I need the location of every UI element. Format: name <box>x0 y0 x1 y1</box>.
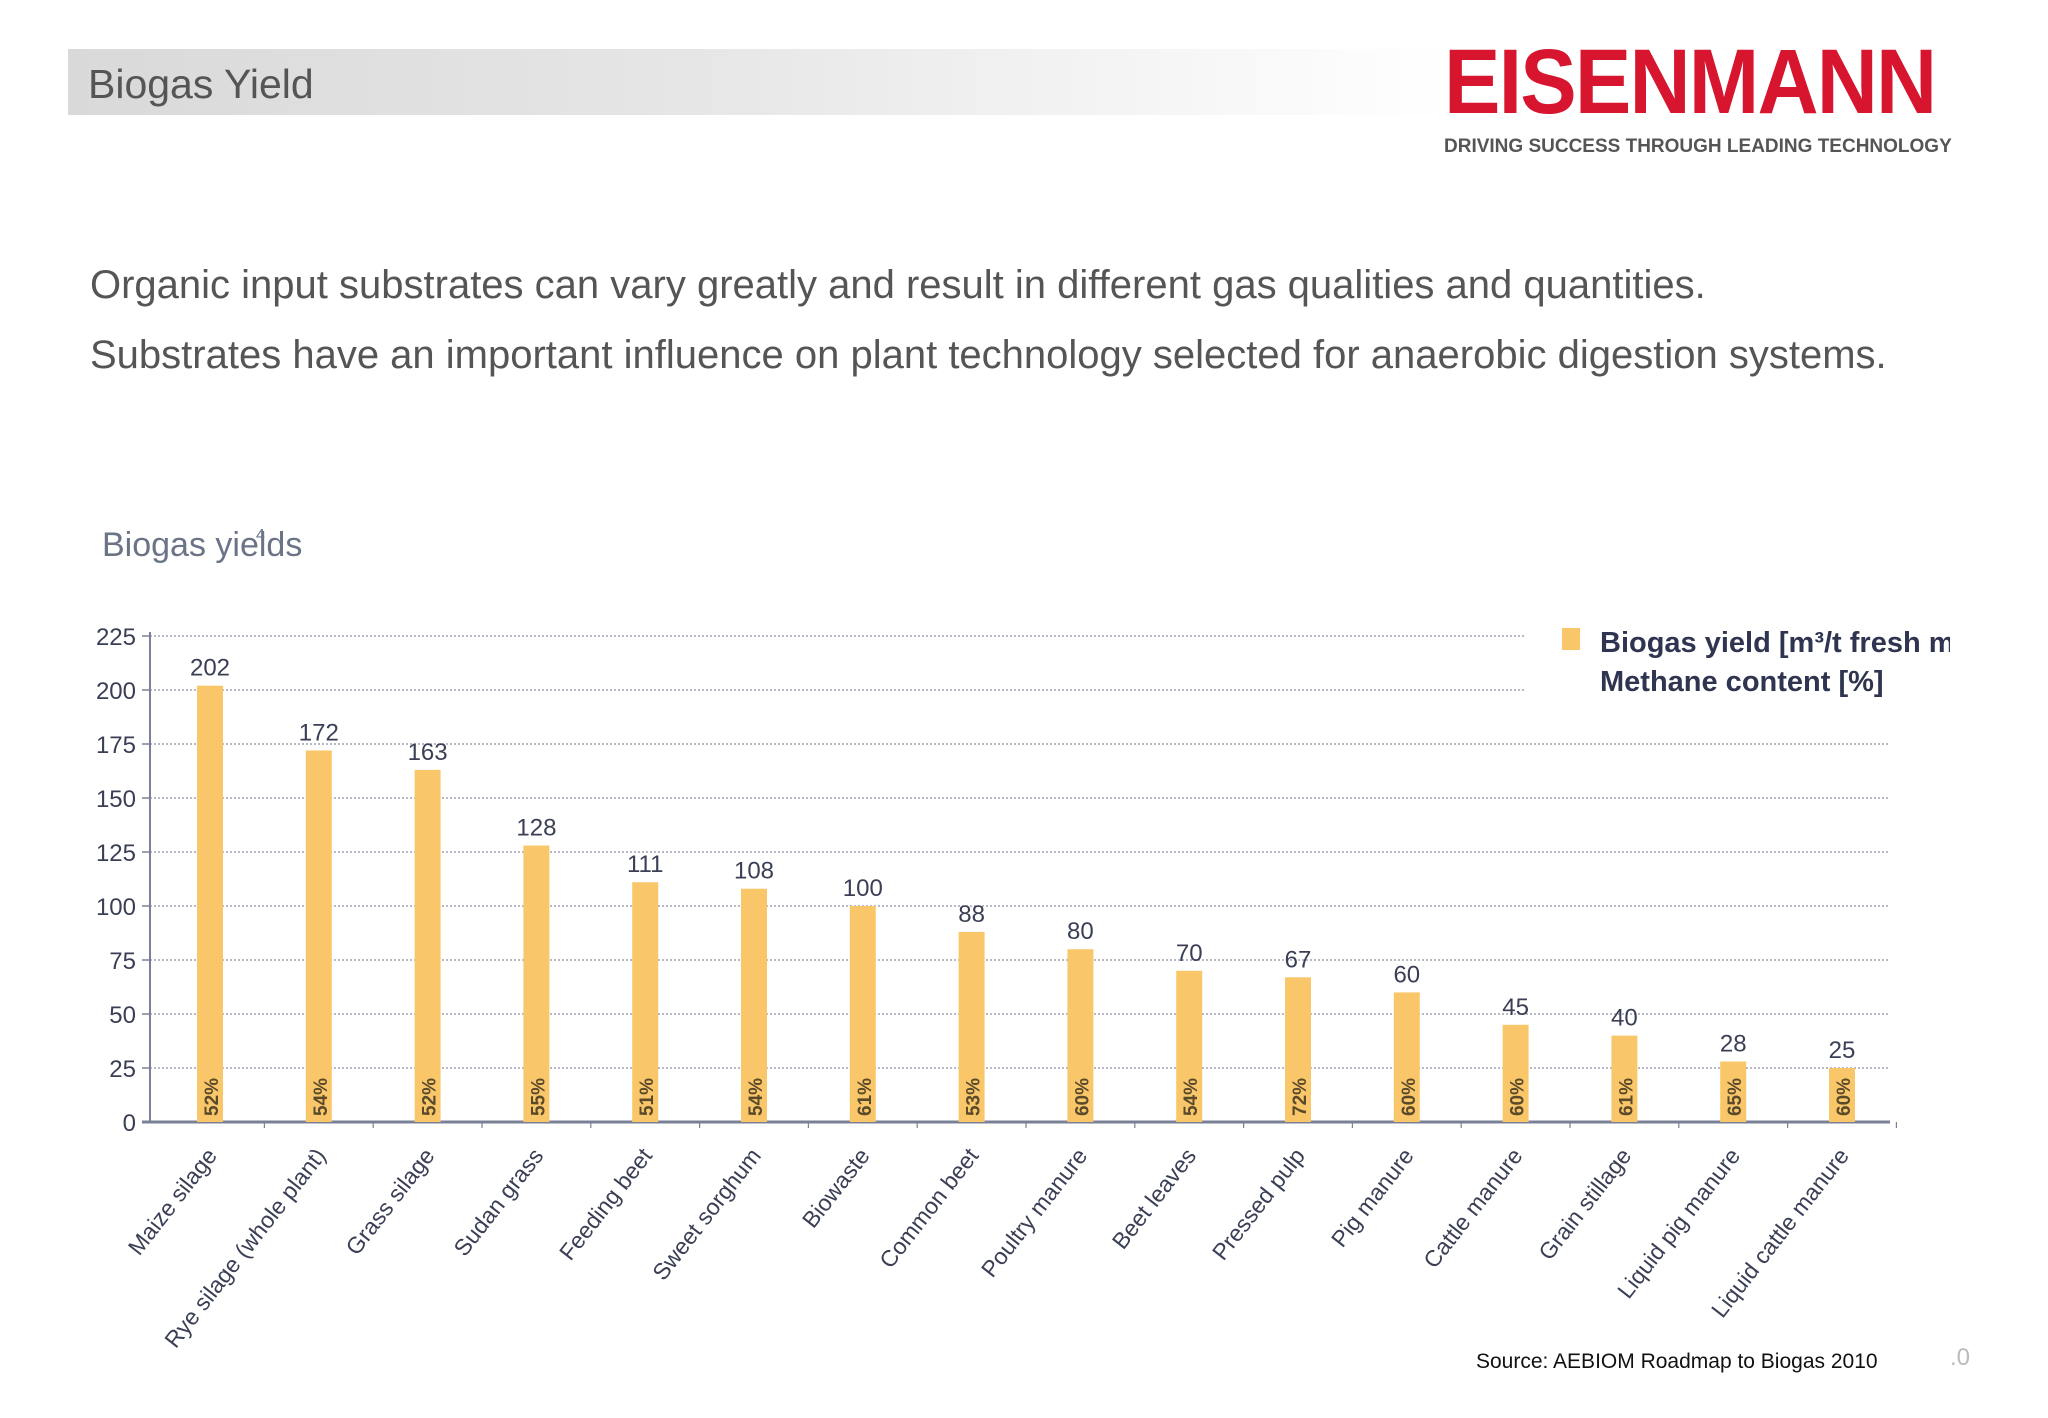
logo-wordmark: EISENMANN <box>1444 31 1937 133</box>
eisenmann-logo: EISENMANN DRIVING SUCCESS THROUGH LEADIN… <box>1440 30 1980 160</box>
methane-label: 53% <box>964 1078 985 1116</box>
bar <box>1285 977 1311 1122</box>
legend-label-yield: Biogas yield [m³/t fresh mass] <box>1600 627 1950 659</box>
y-tick-label: 100 <box>96 894 136 921</box>
page-title: Biogas Yield <box>88 61 314 107</box>
bar-value-label: 80 <box>1067 918 1094 945</box>
category-label: Sudan grass <box>448 1143 548 1261</box>
bar-value-label: 172 <box>299 719 339 746</box>
bar <box>1611 1035 1638 1122</box>
page-number: .0 <box>1950 1344 1971 1371</box>
methane-label: 60% <box>1508 1078 1529 1116</box>
intro-line-2: Substrates have an important influence o… <box>90 333 1887 377</box>
category-label: Liquid pig manure <box>1612 1143 1745 1303</box>
y-tick-label: 200 <box>96 678 136 705</box>
bar <box>1176 970 1203 1122</box>
methane-label: 60% <box>1399 1078 1420 1116</box>
methane-label: 60% <box>1834 1078 1855 1116</box>
methane-label: 55% <box>528 1078 549 1116</box>
y-tick-label: 25 <box>109 1056 136 1083</box>
methane-label: 61% <box>1616 1078 1637 1116</box>
methane-label: 54% <box>1181 1078 1202 1116</box>
category-label: Feeding beet <box>554 1143 658 1265</box>
bar <box>197 685 223 1122</box>
y-tick-label: 0 <box>123 1110 136 1137</box>
bar-value-label: 45 <box>1502 994 1529 1021</box>
category-label: Common beet <box>874 1143 984 1273</box>
y-tick-label: 150 <box>96 786 136 813</box>
biogas-chart: Biogas yields 4 0 25 50 75 100 125 150 175 200 225 2… <box>90 510 1950 1360</box>
category-label: Pressed pulp <box>1207 1143 1310 1265</box>
bar-value-label: 163 <box>408 739 448 766</box>
intro-line-1: Organic input substrates can vary greatl… <box>90 263 1706 307</box>
bar-value-label: 40 <box>1611 1005 1638 1032</box>
methane-label: 52% <box>202 1078 223 1116</box>
methane-label: 60% <box>1072 1078 1093 1116</box>
bar <box>632 882 659 1122</box>
category-label: Beet leaves <box>1107 1143 1201 1254</box>
bar <box>523 845 550 1122</box>
category-label: Sweet sorghum <box>647 1143 766 1285</box>
methane-label: 52% <box>420 1078 441 1116</box>
bar <box>414 769 441 1122</box>
methane-label: 61% <box>855 1078 876 1116</box>
bar <box>305 750 332 1122</box>
bar-value-label: 128 <box>516 815 556 842</box>
bar-value-label: 67 <box>1285 946 1312 973</box>
y-tick-label: 50 <box>109 1002 136 1029</box>
chart-svg: Biogas yields402550751001251501752002252… <box>96 526 1950 1352</box>
intro-text: Organic input substrates can vary greatl… <box>90 255 1912 385</box>
y-tick-label: 125 <box>96 840 136 867</box>
bar <box>1067 949 1094 1122</box>
chart-title: Biogas yields <box>102 526 302 564</box>
methane-label: 72% <box>1290 1078 1311 1116</box>
bar-value-label: 111 <box>627 851 663 878</box>
bar <box>849 906 876 1122</box>
bar-value-label: 100 <box>843 875 883 902</box>
category-label: Biowaste <box>797 1143 875 1233</box>
title-bar: Biogas Yield <box>68 49 1448 115</box>
bar-value-label: 25 <box>1829 1037 1856 1064</box>
y-tick-label: 75 <box>109 948 136 975</box>
source-note: Source: AEBIOM Roadmap to Biogas 2010 <box>1476 1350 1878 1373</box>
bar-value-label: 202 <box>190 655 230 682</box>
bar <box>1502 1024 1529 1122</box>
logo-tagline: DRIVING SUCCESS THROUGH LEADING TECHNOLO… <box>1444 136 1952 157</box>
category-label: Maize silage <box>123 1143 222 1260</box>
methane-label: 65% <box>1725 1078 1746 1116</box>
bar <box>1720 1061 1747 1122</box>
methane-label: 54% <box>746 1078 767 1116</box>
bar-value-label: 88 <box>958 901 985 928</box>
category-label: Grain stillage <box>1533 1143 1636 1265</box>
methane-label: 51% <box>637 1078 658 1116</box>
legend-label-methane: Methane content [%] <box>1600 666 1884 698</box>
category-label: Grass silage <box>340 1143 439 1260</box>
bar <box>958 931 985 1122</box>
bar <box>1393 992 1420 1122</box>
bar-value-label: 28 <box>1720 1031 1747 1058</box>
methane-label: 54% <box>311 1078 332 1116</box>
category-label: Pig manure <box>1326 1143 1419 1252</box>
category-label: Cattle manure <box>1418 1143 1527 1273</box>
bar <box>741 888 767 1122</box>
chart-title-superscript: 4 <box>256 527 265 544</box>
bar <box>1829 1068 1855 1122</box>
bar-value-label: 70 <box>1176 940 1203 967</box>
bar-value-label: 60 <box>1393 961 1420 988</box>
category-label: Poultry manure <box>976 1143 1093 1282</box>
legend-swatch-yield <box>1562 628 1580 650</box>
bar-value-label: 108 <box>734 858 774 885</box>
y-tick-label: 225 <box>96 624 136 651</box>
y-tick-label: 175 <box>96 732 136 759</box>
